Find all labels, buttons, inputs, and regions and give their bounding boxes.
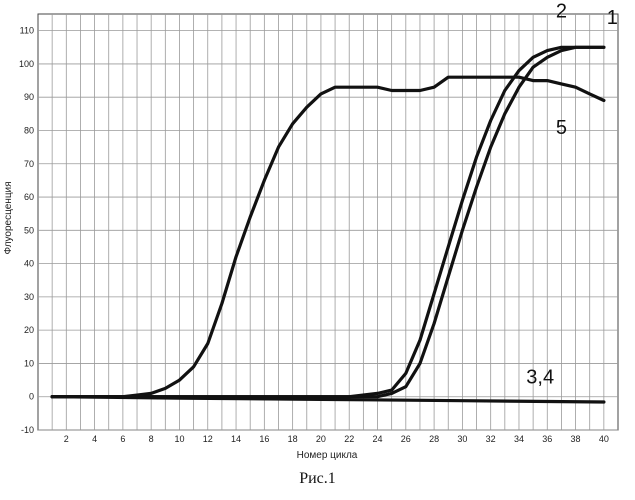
- x-tick-label: 18: [288, 434, 298, 444]
- x-tick-label: 2: [64, 434, 69, 444]
- y-tick-label: 20: [24, 325, 34, 335]
- x-tick-label: 36: [542, 434, 552, 444]
- y-tick-label: 90: [24, 92, 34, 102]
- figure-caption: Рис.1: [0, 470, 635, 488]
- y-tick-label: 110: [20, 26, 34, 36]
- curve-label-2: 2: [556, 0, 567, 22]
- x-axis-title: Номер цикла: [297, 450, 358, 461]
- curve-label-1: 1: [607, 7, 618, 29]
- x-tick-label: 6: [120, 434, 125, 444]
- x-tick-label: 8: [149, 434, 154, 444]
- x-tick-label: 20: [316, 434, 326, 444]
- x-tick-label: 22: [344, 434, 354, 444]
- x-tick-label: 24: [373, 434, 383, 444]
- x-tick-label: 26: [401, 434, 411, 444]
- y-tick-label: 60: [24, 192, 34, 202]
- y-tick-label: 0: [29, 392, 34, 402]
- x-tick-label: 28: [429, 434, 439, 444]
- y-tick-label: -10: [21, 425, 34, 435]
- y-tick-label: 80: [24, 125, 34, 135]
- y-tick-label: 40: [24, 259, 34, 269]
- y-tick-label: 70: [24, 159, 34, 169]
- y-axis-title: Флуоресценция: [3, 181, 14, 254]
- x-tick-label: 4: [92, 434, 97, 444]
- y-tick-label: 10: [24, 358, 34, 368]
- x-tick-label: 14: [231, 434, 241, 444]
- y-tick-label: 30: [24, 292, 34, 302]
- curve-label-3-4: 3,4: [526, 366, 554, 388]
- x-tick-label: 38: [571, 434, 581, 444]
- x-tick-label: 40: [599, 434, 609, 444]
- x-tick-label: 32: [486, 434, 496, 444]
- curve-label-5: 5: [556, 117, 567, 139]
- x-tick-label: 10: [174, 434, 184, 444]
- x-tick-label: 12: [203, 434, 213, 444]
- y-tick-label: 50: [24, 225, 34, 235]
- x-tick-label: 30: [457, 434, 467, 444]
- y-tick-label: 100: [19, 59, 34, 69]
- x-tick-label: 16: [259, 434, 269, 444]
- x-tick-label: 34: [514, 434, 524, 444]
